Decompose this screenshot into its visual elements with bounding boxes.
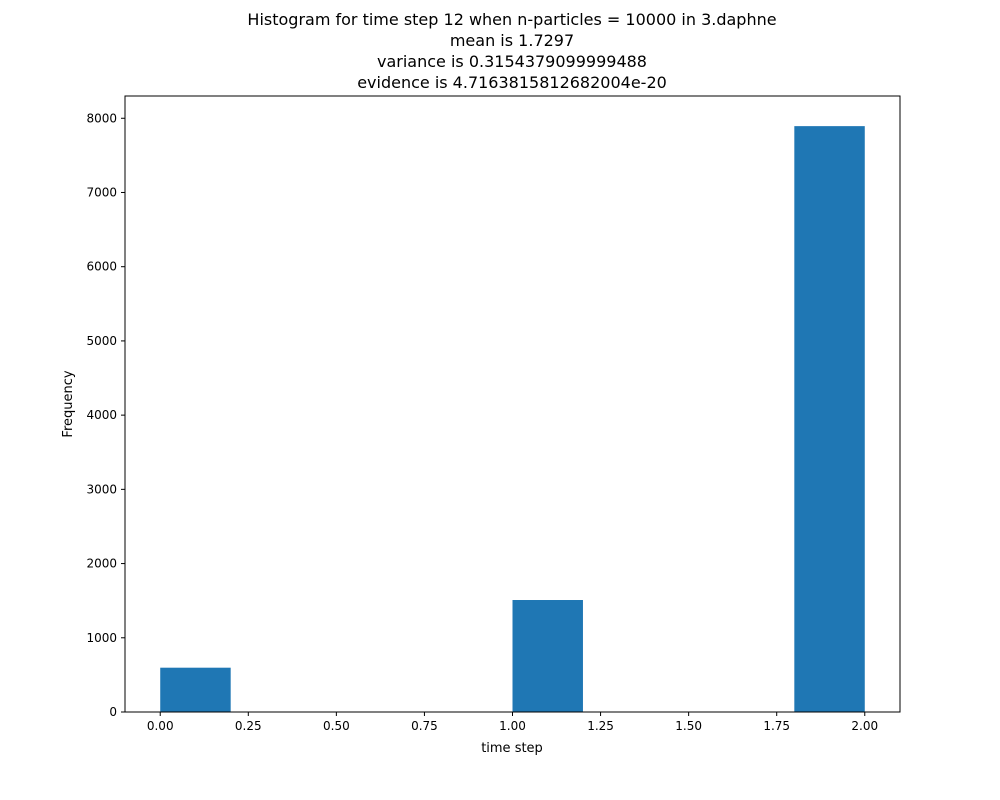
x-axis-ticks: 0.00 0.25 0.50 0.75 1.00 1.25 1.50 1.75 2.00 [147,712,878,733]
y-tick-label: 3000 [86,482,117,496]
y-tick-label: 4000 [86,408,117,422]
x-tick-label: 2.00 [851,719,878,733]
histogram-bar-9 [794,126,865,712]
title-line-4: evidence is 4.7163815812682004e-20 [357,73,667,92]
x-axis-label: time step [481,741,543,756]
title-line-3: variance is 0.3154379099999488 [377,52,647,71]
y-tick-label: 5000 [86,334,117,348]
histogram-bars [160,126,865,712]
x-tick-label: 0.25 [235,719,262,733]
y-tick-label: 8000 [86,111,117,125]
x-tick-label: 1.50 [675,719,702,733]
y-tick-label: 0 [109,705,117,719]
y-axis-ticks: 0 1000 2000 3000 4000 5000 6000 7000 8000 [86,111,125,719]
y-tick-label: 2000 [86,557,117,571]
chart-title: Histogram for time step 12 when n-partic… [247,10,776,92]
histogram-bar-5 [512,600,583,712]
histogram-bar-0 [160,667,231,712]
plot-area-frame [124,95,901,713]
title-line-2: mean is 1.7297 [450,31,574,50]
x-tick-label: 1.75 [763,719,790,733]
title-line-1: Histogram for time step 12 when n-partic… [247,10,776,29]
x-tick-label: 1.00 [499,719,526,733]
x-tick-label: 0.75 [411,719,438,733]
y-tick-label: 6000 [86,260,117,274]
x-tick-label: 0.50 [323,719,350,733]
x-tick-label: 0.00 [147,719,174,733]
y-tick-label: 7000 [86,185,117,199]
y-axis-label: Frequency [61,370,76,437]
x-tick-label: 1.25 [587,719,614,733]
y-tick-label: 1000 [86,631,117,645]
